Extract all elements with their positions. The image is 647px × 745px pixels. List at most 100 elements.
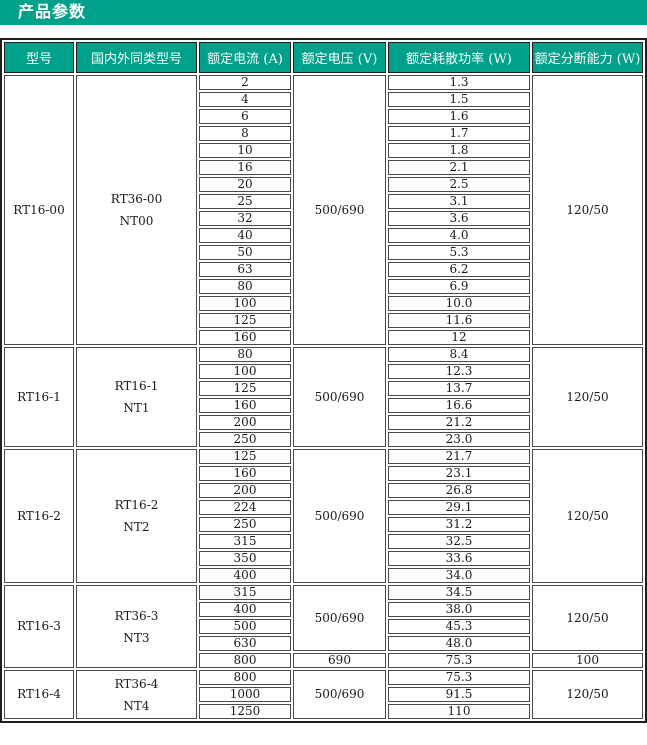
rated-current-cell: 6 [199,109,291,124]
power-dissipation-cell: 1.3 [388,75,530,90]
table-row: 25 3.1 [4,194,643,209]
rated-current-cell: 2 [199,75,291,90]
rated-current-cell: 200 [199,483,291,498]
table-row: 1250 110 [4,704,643,719]
power-dissipation-cell: 23.1 [388,466,530,481]
model-cell: RT16-4 [4,670,74,719]
power-dissipation-cell: 29.1 [388,500,530,515]
equivalent-model-line: RT36-3 [114,608,159,623]
model-cell: RT16-00 [4,75,74,345]
rated-current-cell: 315 [199,585,291,600]
page-title: 产品参数 [18,4,87,21]
table-row: 32 3.6 [4,211,643,226]
table-row: RT16-2 RT16-2 NT2 125 500/690 21.7 120/50 [4,449,643,583]
power-dissipation-cell: 75.3 [388,653,530,668]
power-dissipation-cell: 33.6 [388,551,530,566]
table-row: 630 48.0 [4,636,643,651]
column-header-model: 型号 [4,42,74,73]
table-row: 4 1.5 [4,92,643,107]
equivalent-model-line: NT1 [123,401,150,415]
table-row: 100 10.0 [4,296,643,311]
model-cell: RT16-3 [4,585,74,668]
equivalent-model-line: RT16-2 [114,498,159,512]
section-title-bar: 产品参数 [0,0,647,25]
power-dissipation-cell: 1.8 [388,143,530,158]
equivalent-model-cell: RT36-00 NT00 [76,75,197,345]
table-row: RT16-3 RT36-3 NT3 315 500/690 34.5 120/50 [4,585,643,668]
rated-current-cell: 125 [199,449,291,464]
table-row: 350 33.6 [4,551,643,566]
table-row: 6 1.6 [4,109,643,124]
rated-current-cell: 250 [199,432,291,447]
equivalent-model-line: RT36-4 [114,676,159,691]
power-dissipation-cell: 34.0 [388,568,530,583]
table-row: 50 5.3 [4,245,643,260]
power-dissipation-cell: 13.7 [388,381,530,396]
equivalent-model-line: NT00 [119,214,154,228]
table-header-row: 型号 国内外同类型号 额定电流 (A) 额定电压 (V) 额定耗散功率 (W) … [4,42,643,73]
equivalent-model-cell: RT36-4 NT4 [76,670,197,719]
power-dissipation-cell: 12 [388,330,530,345]
column-header-breaking: 额定分断能力 (W) [532,42,643,73]
power-dissipation-cell: 48.0 [388,636,530,651]
rated-voltage-cell: 500/690 [293,670,386,719]
rated-voltage-cell: 500/690 [293,585,386,651]
table-row: 500 45.3 [4,619,643,634]
rated-current-cell: 32 [199,211,291,226]
rated-current-cell: 200 [199,415,291,430]
equivalent-model-cell: RT16-1 NT1 [76,347,197,447]
table-row: 400 38.0 [4,602,643,617]
rated-current-cell: 500 [199,619,291,634]
table-row: 1000 91.5 [4,687,643,702]
rated-current-cell: 125 [199,313,291,328]
power-dissipation-cell: 1.6 [388,109,530,124]
breaking-capacity-cell: 120/50 [532,585,643,651]
table-row: 224 29.1 [4,500,643,515]
power-dissipation-cell: 2.1 [388,160,530,175]
power-dissipation-cell: 11.6 [388,313,530,328]
power-dissipation-cell: 23.0 [388,432,530,447]
power-dissipation-cell: 8.4 [388,347,530,362]
rated-current-cell: 100 [199,364,291,379]
rated-current-cell: 160 [199,466,291,481]
rated-voltage-cell: 500/690 [293,75,386,345]
power-dissipation-cell: 16.6 [388,398,530,413]
power-dissipation-cell: 32.5 [388,534,530,549]
rated-current-cell: 25 [199,194,291,209]
breaking-capacity-cell: 100 [532,653,643,668]
column-header-current: 额定电流 (A) [199,42,291,73]
column-header-equivalent: 国内外同类型号 [76,42,197,73]
equivalent-model-line: NT4 [123,698,150,713]
rated-current-cell: 125 [199,381,291,396]
model-cell: RT16-2 [4,449,74,583]
breaking-capacity-cell: 120/50 [532,670,643,719]
power-dissipation-cell: 1.7 [388,126,530,141]
power-dissipation-cell: 1.5 [388,92,530,107]
table-row: 8 1.7 [4,126,643,141]
rated-current-cell: 8 [199,126,291,141]
equivalent-model-line: NT2 [123,520,150,534]
power-dissipation-cell: 21.7 [388,449,530,464]
power-dissipation-cell: 2.5 [388,177,530,192]
column-header-power: 额定耗散功率 (W) [388,42,530,73]
power-dissipation-cell: 6.9 [388,279,530,294]
table-row: 250 31.2 [4,517,643,532]
table-row: 160 12 [4,330,643,345]
power-dissipation-cell: 110 [388,704,530,719]
power-dissipation-cell: 34.5 [388,585,530,600]
rated-current-cell: 100 [199,296,291,311]
rated-current-cell: 160 [199,330,291,345]
table-row: RT16-4 RT36-4 NT4 800 500/690 75.3 120/50 [4,670,643,719]
rated-current-cell: 20 [199,177,291,192]
table-row: 100 12.3 [4,364,643,379]
power-dissipation-cell: 38.0 [388,602,530,617]
power-dissipation-cell: 4.0 [388,228,530,243]
rated-current-cell: 350 [199,551,291,566]
rated-current-cell: 400 [199,602,291,617]
rated-current-cell: 800 [199,653,291,668]
power-dissipation-cell: 12.3 [388,364,530,379]
table-row: 200 21.2 [4,415,643,430]
rated-current-cell: 40 [199,228,291,243]
table-row: 800 690 75.3 100 [4,653,643,668]
power-dissipation-cell: 6.2 [388,262,530,277]
